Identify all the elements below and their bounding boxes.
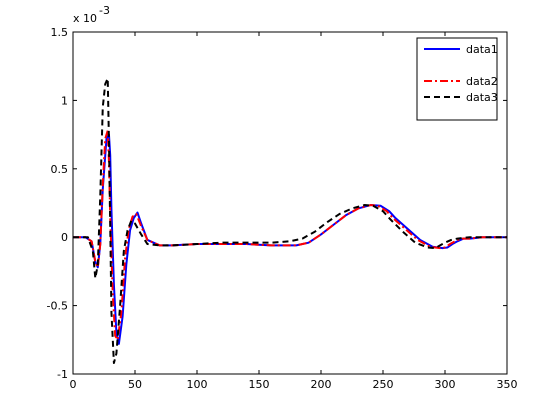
y-tick-label: 1.5 — [51, 26, 69, 39]
legend-label-data3: data3 — [466, 91, 498, 104]
x-tick-label: 50 — [128, 378, 142, 391]
x-tick-label: 150 — [249, 378, 270, 391]
axes-box — [72, 31, 508, 375]
x-tick-label: 0 — [70, 378, 77, 391]
y-tick-label: -0.5 — [47, 300, 68, 313]
exponent-label-base: x 10 — [73, 12, 97, 25]
legend-label-data1: data1 — [466, 43, 498, 56]
legend-box — [416, 37, 498, 121]
x-tick-label: 200 — [311, 378, 332, 391]
y-tick-label: 0 — [61, 231, 68, 244]
x-tick-label: 100 — [187, 378, 208, 391]
x-tick-label: 300 — [435, 378, 456, 391]
y-tick-label: 0.5 — [51, 163, 69, 176]
x-tick-label: 350 — [497, 378, 518, 391]
series-layer — [73, 77, 507, 365]
y-tick-label: 1 — [61, 94, 68, 107]
legend-label-data2: data2 — [466, 75, 498, 88]
y-tick-label: -1 — [57, 368, 68, 381]
x-tick-label: 250 — [373, 378, 394, 391]
series-line-data2 — [73, 129, 507, 341]
legend: data1 data2 data3 — [416, 37, 498, 121]
axes-layer: 0 50 100 150 200 250 300 350 -1 -0.5 0 0.5 1 1.5 — [47, 26, 518, 391]
exponent-label-power: -3 — [99, 4, 110, 17]
